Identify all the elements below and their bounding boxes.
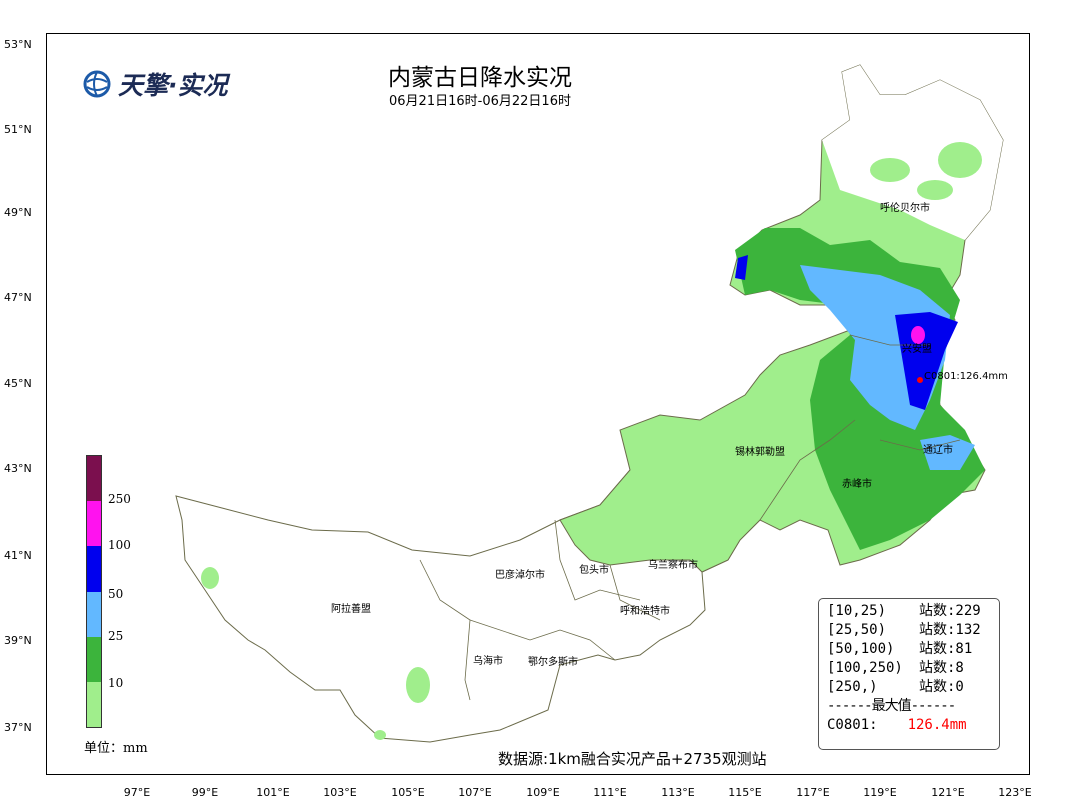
lat-tick: 47°N bbox=[4, 291, 32, 304]
stat-range: [25,50) bbox=[827, 622, 887, 638]
lon-tick: 103°E bbox=[323, 786, 357, 799]
globe-icon bbox=[83, 70, 111, 98]
city-label: 赤峰市 bbox=[842, 479, 872, 490]
city-label: 乌海市 bbox=[473, 656, 503, 667]
city-label: 鄂尔多斯市 bbox=[528, 657, 578, 668]
city-label: 乌兰察布市 bbox=[648, 560, 698, 571]
map-title: 内蒙古日降水实况 bbox=[388, 65, 572, 91]
legend-swatch-10 bbox=[87, 636, 101, 682]
lat-tick: 43°N bbox=[4, 462, 32, 475]
stat-row: [100,250) 站数:8 bbox=[827, 659, 999, 678]
stat-count: 站数:229 bbox=[919, 603, 981, 619]
color-legend bbox=[86, 455, 102, 728]
map-subtitle: 06月21日16时-06月22日16时 bbox=[389, 94, 571, 109]
legend-swatch-50 bbox=[87, 546, 101, 592]
data-source: 数据源:1km融合实况产品+2735观测站 bbox=[498, 750, 767, 768]
city-label: 阿拉善盟 bbox=[331, 604, 371, 615]
legend-label: 25 bbox=[108, 629, 124, 643]
lat-tick: 37°N bbox=[4, 721, 32, 734]
lat-tick: 41°N bbox=[4, 549, 32, 562]
lat-tick: 53°N bbox=[4, 38, 32, 51]
city-label: 锡林郭勒盟 bbox=[735, 447, 785, 458]
logo-text: 天擎·实况 bbox=[118, 71, 228, 100]
city-label: 呼伦贝尔市 bbox=[880, 203, 930, 214]
legend-label: 50 bbox=[108, 587, 124, 601]
stat-count: 站数:8 bbox=[919, 660, 964, 676]
legend-swatch-0 bbox=[87, 681, 101, 728]
lon-tick: 107°E bbox=[458, 786, 492, 799]
stat-row: [50,100) 站数:81 bbox=[827, 640, 999, 659]
lon-tick: 123°E bbox=[998, 786, 1032, 799]
lat-tick: 49°N bbox=[4, 206, 32, 219]
map-frame bbox=[46, 33, 1030, 775]
lat-tick: 51°N bbox=[4, 123, 32, 136]
region-50-100 bbox=[895, 312, 958, 410]
city-label: 巴彦淖尔市 bbox=[495, 570, 545, 581]
stat-range: [250,) bbox=[827, 679, 878, 695]
stat-range: [100,250) bbox=[827, 660, 903, 676]
legend-label: 250 bbox=[108, 492, 131, 506]
lon-tick: 97°E bbox=[123, 786, 151, 799]
region-north-dry bbox=[822, 65, 1003, 240]
stat-range: [10,25) bbox=[827, 603, 887, 619]
lon-tick: 119°E bbox=[863, 786, 897, 799]
legend-swatch-250 bbox=[87, 456, 101, 502]
stat-row: [10,25) 站数:229 bbox=[827, 602, 999, 621]
max-value: 126.4mm bbox=[907, 717, 967, 733]
city-label: 呼和浩特市 bbox=[620, 606, 670, 617]
station-stats-box: [10,25) 站数:229 [25,50) 站数:132 [50,100) 站… bbox=[818, 598, 1000, 750]
legend-label: 100 bbox=[108, 538, 131, 552]
lon-tick: 121°E bbox=[931, 786, 965, 799]
lon-tick: 111°E bbox=[593, 786, 627, 799]
legend-label: 10 bbox=[108, 676, 124, 690]
max-divider: ------最大值------ bbox=[827, 698, 956, 714]
stat-count: 站数:81 bbox=[919, 641, 973, 657]
region-100-250 bbox=[911, 326, 925, 344]
city-label: 兴安盟 bbox=[902, 344, 932, 355]
max-station-marker bbox=[917, 377, 923, 383]
lon-tick: 113°E bbox=[661, 786, 695, 799]
lon-tick: 99°E bbox=[191, 786, 219, 799]
legend-unit: 单位：mm bbox=[84, 741, 148, 756]
stat-count: 站数:0 bbox=[919, 679, 964, 695]
city-label: 通辽市 bbox=[923, 445, 953, 456]
stat-range: [50,100) bbox=[827, 641, 895, 657]
lon-tick: 109°E bbox=[526, 786, 560, 799]
city-label: 包头市 bbox=[579, 565, 609, 576]
legend-swatch-25 bbox=[87, 591, 101, 637]
stat-row: [25,50) 站数:132 bbox=[827, 621, 999, 640]
stat-row: [250,) 站数:0 bbox=[827, 678, 999, 697]
max-station-id: C0801: bbox=[827, 717, 878, 733]
stat-count: 站数:132 bbox=[919, 622, 981, 638]
lat-tick: 45°N bbox=[4, 377, 32, 390]
legend-swatch-100 bbox=[87, 501, 101, 547]
max-row: C0801: 126.4mm bbox=[827, 716, 999, 735]
lon-tick: 101°E bbox=[256, 786, 290, 799]
lon-tick: 115°E bbox=[728, 786, 762, 799]
lon-tick: 105°E bbox=[391, 786, 425, 799]
max-station-label: C0801:126.4mm bbox=[924, 371, 1008, 382]
logo: 天擎·实况 bbox=[82, 66, 228, 102]
lon-tick: 117°E bbox=[796, 786, 830, 799]
lat-tick: 39°N bbox=[4, 634, 32, 647]
